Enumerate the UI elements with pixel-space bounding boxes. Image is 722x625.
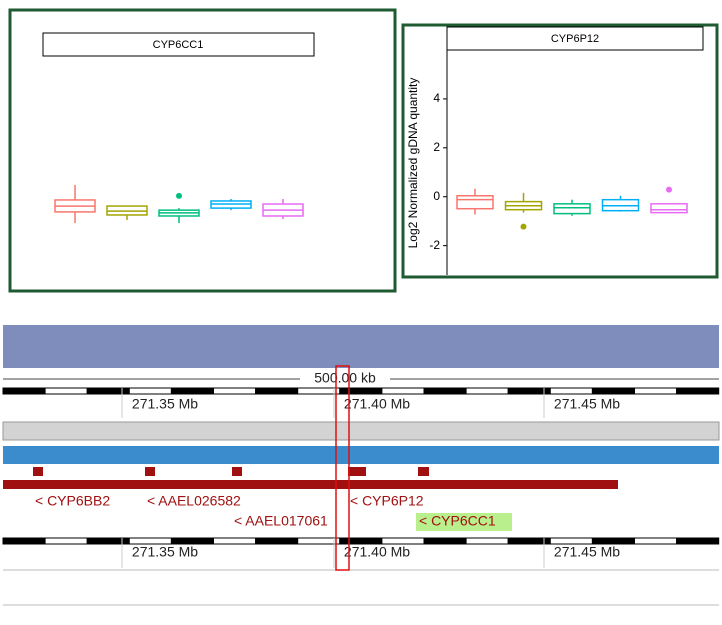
box [456, 195, 494, 210]
track-band [3, 325, 719, 368]
ruler-seg [549, 387, 593, 395]
scale-bg [300, 371, 390, 387]
ruler-seg [2, 387, 46, 395]
y-tick-label: -2 [429, 238, 440, 252]
strip [446, 26, 704, 51]
gene-label: < CYP6CC1 [419, 513, 496, 529]
gene-label: < CYP6BB2 [35, 493, 110, 509]
ruler-seg [423, 537, 467, 545]
y-tick-label: 4 [433, 91, 440, 105]
exon [33, 467, 43, 476]
exon [232, 467, 242, 476]
ruler-seg [255, 387, 299, 395]
y-axis-label: Log2 Normalized gDNA quantity [406, 78, 420, 249]
highlight [416, 513, 512, 531]
ruler-seg [381, 387, 425, 395]
ruler-seg [128, 387, 172, 395]
scale-label: 500.00 kb [314, 370, 376, 386]
ruler-seg [465, 387, 509, 395]
ruler-seg [591, 387, 636, 395]
outlier [666, 186, 672, 193]
ruler-seg [44, 387, 88, 395]
ruler-label: 271.45 Mb [554, 396, 620, 412]
gene-label: < AAEL017061 [234, 513, 328, 529]
exon [145, 467, 155, 476]
ruler-seg [339, 387, 383, 395]
exon [418, 467, 429, 476]
ruler-seg [44, 537, 88, 545]
panel [8, 8, 397, 293]
gene-label: < CYP6P12 [350, 493, 424, 509]
ruler-seg [676, 537, 720, 545]
gene-label: < AAEL026582 [147, 493, 241, 509]
ruler-seg [86, 387, 130, 395]
selection [335, 365, 350, 571]
ruler: 271.35 Mb 271.40 Mb 271.45 Mb [2, 387, 720, 418]
y-tick-label: 0 [433, 189, 440, 203]
ruler-seg [86, 537, 130, 545]
ruler-seg [170, 387, 214, 395]
gene-bar [3, 480, 618, 489]
ruler-seg [297, 387, 341, 395]
panel [401, 23, 719, 279]
ruler-seg [213, 387, 257, 395]
ruler-seg [297, 537, 341, 545]
exons [33, 467, 429, 476]
ruler-seg [255, 537, 299, 545]
ruler-seg [634, 387, 678, 395]
gray-track [2, 421, 720, 441]
ruler-seg [634, 537, 678, 545]
box [553, 203, 591, 215]
ruler-seg [423, 387, 467, 395]
box [650, 203, 688, 214]
y-tick-label: 2 [433, 140, 440, 154]
ruler-label: 271.45 Mb [554, 544, 620, 560]
outlier [176, 192, 182, 199]
ruler-label: 271.35 Mb [132, 396, 198, 412]
ruler-label: 271.35 Mb [132, 544, 198, 560]
ruler-label: 271.40 Mb [344, 396, 410, 412]
ruler-seg [213, 537, 257, 545]
blue-track [3, 446, 719, 464]
ruler: 271.35 Mb 271.40 Mb 271.45 Mb [2, 537, 720, 568]
outlier [520, 223, 527, 230]
strip [42, 32, 315, 57]
ruler-seg [465, 537, 509, 545]
chart-title: CYP6CC1 [153, 39, 204, 51]
ruler-label: 271.40 Mb [344, 544, 410, 560]
ruler-seg [2, 537, 46, 545]
ruler-seg [676, 387, 720, 395]
exon [348, 467, 366, 476]
chart-title: CYP6P12 [551, 33, 599, 45]
